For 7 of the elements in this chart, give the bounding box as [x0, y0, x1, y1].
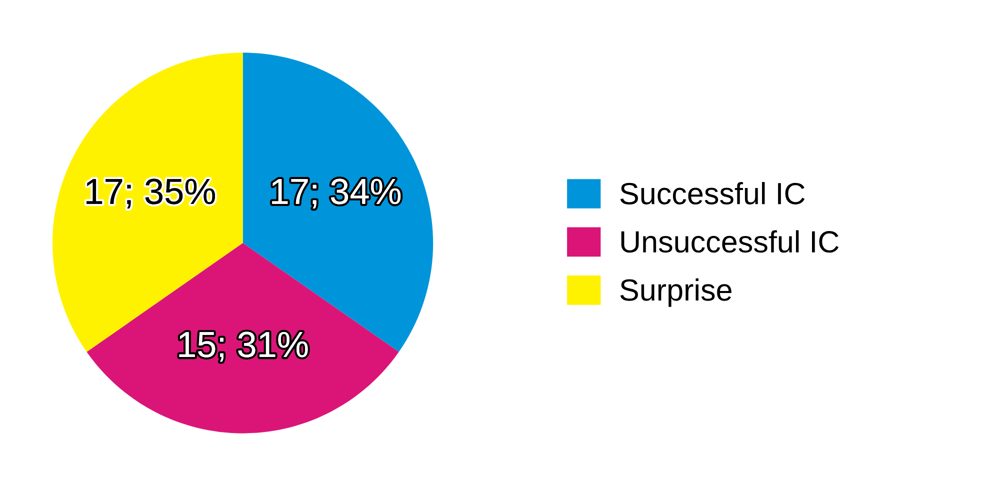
data-label: 15; 31%: [179, 332, 308, 362]
legend-label: Successful IC: [620, 182, 805, 204]
data-label: 17; 35%: [86, 178, 215, 209]
legend-label: Unsuccessful IC: [621, 230, 839, 253]
data-label: 17; 34%: [272, 178, 401, 209]
pie-slice: [86, 243, 399, 434]
legend-label: Surprise: [620, 278, 732, 307]
